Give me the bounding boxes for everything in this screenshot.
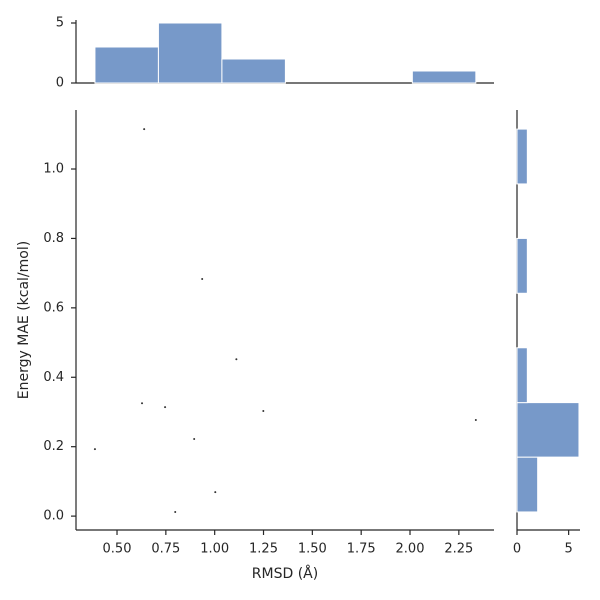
x-axis-label: RMSD (Å) [252, 565, 318, 582]
bar [157, 22, 223, 84]
point [93, 448, 96, 451]
y-tick-label: 0.4 [43, 370, 64, 385]
x-tick-label: 1.75 [347, 542, 376, 557]
point [193, 438, 196, 441]
point [141, 402, 144, 405]
x-tick-label: 1.50 [298, 542, 327, 557]
bar [411, 70, 477, 84]
point [214, 491, 217, 494]
x-tick-label: 1.25 [249, 542, 278, 557]
bar [221, 58, 286, 84]
y-tick-label: 1.0 [43, 162, 64, 177]
y-tick-label: 0 [56, 76, 64, 91]
point [235, 358, 238, 361]
y-tick-label: 0.6 [43, 300, 64, 315]
x-tick-label: 0.50 [103, 542, 132, 557]
x-tick-label: 2.25 [444, 542, 473, 557]
y-axis-label: Energy MAE (kcal/mol) [16, 241, 32, 399]
point [143, 128, 146, 131]
bar [94, 46, 159, 84]
bar [516, 456, 539, 513]
point [201, 278, 204, 281]
bar [516, 128, 528, 185]
x-tick-label: 0.75 [151, 542, 180, 557]
x-tick-label: 5 [564, 542, 572, 557]
bar [516, 237, 528, 294]
point [174, 510, 177, 513]
bar [516, 402, 580, 458]
y-tick-label: 0.2 [43, 439, 64, 454]
x-tick-label: 0 [513, 542, 521, 557]
bar [516, 347, 528, 404]
y-tick-label: 0.8 [43, 231, 64, 246]
point [262, 409, 265, 412]
point [474, 418, 477, 421]
y-tick-label: 5 [56, 16, 64, 31]
point [164, 406, 167, 409]
x-tick-label: 1.00 [200, 542, 229, 557]
y-tick-label: 0.0 [43, 509, 64, 524]
x-tick-label: 2.00 [396, 542, 425, 557]
